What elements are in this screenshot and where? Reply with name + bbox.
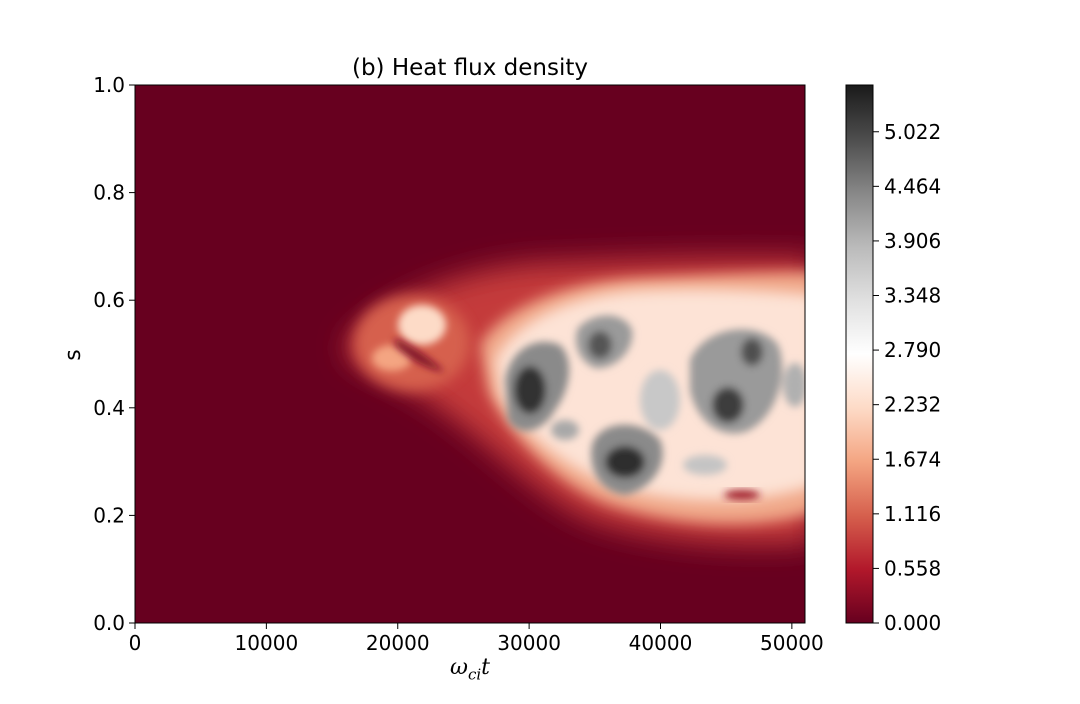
y-axis-label: s: [61, 349, 86, 360]
colorbar: [845, 84, 874, 624]
x-tick-label: 40000: [629, 631, 693, 655]
colorbar-tick-label: 4.464: [884, 174, 941, 198]
heatmap-plume-low: [372, 345, 412, 371]
hotspot-upper-core: [588, 331, 612, 359]
colorbar-tick-label: 2.232: [884, 393, 941, 417]
hotspot-center-grey: [640, 370, 680, 430]
x-axis-label: ωcit: [420, 655, 520, 683]
colorbar-tick-label: 0.558: [884, 556, 941, 580]
colorbar-tick-label: 2.790: [884, 338, 941, 362]
colorbar-tick-label: 5.022: [884, 120, 941, 144]
x-tick-label: 0: [129, 631, 142, 655]
chart-title: (b) Heat flux density: [352, 55, 588, 81]
hotspot-left-core: [514, 366, 546, 414]
x-tick-label: 20000: [366, 631, 430, 655]
x-axis-label-symbol: ω: [450, 655, 468, 680]
y-tick-label: 0.2: [93, 503, 125, 527]
heatmap-plume-streak: [395, 338, 445, 372]
colorbar-tick-label: 3.348: [884, 284, 941, 308]
colorbar-tick-label: 3.906: [884, 229, 941, 253]
hotspot-mid-grey: [551, 420, 579, 440]
heatmap-hotspots: [505, 315, 805, 495]
hotspot-right-upper-core: [741, 338, 763, 366]
x-axis: 0 10000 20000 30000 40000 50000: [129, 623, 824, 655]
heatmap-dark-streak: [724, 490, 760, 500]
hotspot-edge: [783, 363, 805, 407]
colorbar-axis: 0.000 0.558 1.116 1.674 2.232 2.790 3.348 3.906…: [873, 120, 941, 635]
y-axis: 0.0 0.2 0.4 0.6 0.8 1.0: [93, 73, 135, 635]
x-axis-label-variable: t: [481, 655, 490, 680]
heatmap-plume-core: [398, 305, 446, 345]
x-tick-label: 10000: [235, 631, 299, 655]
x-tick-label: 30000: [497, 631, 561, 655]
plot-frame: [134, 84, 806, 624]
y-tick-label: 0.0: [93, 611, 125, 635]
x-tick-label: 50000: [760, 631, 824, 655]
y-tick-label: 1.0: [93, 73, 125, 97]
y-tick-label: 0.4: [93, 396, 125, 420]
y-tick-label: 0.8: [93, 181, 125, 205]
colorbar-tick-label: 0.000: [884, 611, 941, 635]
hotspot-right-core: [712, 387, 744, 423]
x-axis-label-subscript: ci: [467, 665, 482, 684]
y-tick-label: 0.6: [93, 288, 125, 312]
hotspot-lower-core: [605, 446, 645, 478]
heatmap-plot: [135, 85, 805, 623]
hotspot-band-low: [683, 455, 727, 475]
colorbar-tick-label: 1.116: [884, 502, 941, 526]
colorbar-tick-label: 1.674: [884, 447, 941, 471]
